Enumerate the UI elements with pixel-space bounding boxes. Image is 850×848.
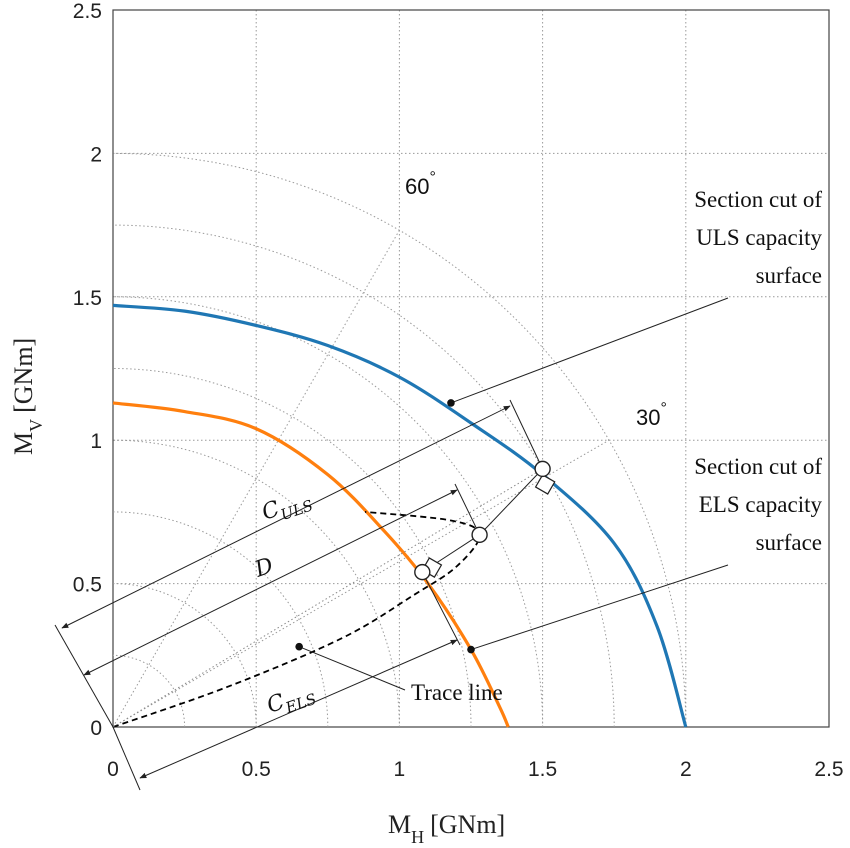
uls-annotation-line-1: Section cut of [694, 187, 822, 212]
y-axis-label-sub: V [26, 419, 46, 432]
angle-label-30: 30° [636, 400, 667, 430]
grid [112, 9, 830, 728]
y-tick-label: 1 [90, 430, 102, 453]
x-tick-label: 1 [394, 758, 406, 781]
angle-label-60: 60° [405, 169, 436, 199]
polar-arc [112, 654, 186, 728]
d-label: D [251, 553, 277, 583]
svg-text:CULS: CULS [259, 486, 315, 530]
series-line-els [112, 401, 510, 728]
open-point [414, 563, 431, 581]
x-tick-label: 2.5 [814, 758, 843, 781]
leader-line-els [470, 564, 729, 651]
y-tick-label: 0.5 [73, 574, 102, 597]
x-axis-label-sub: H [411, 827, 424, 847]
extension-line [112, 726, 141, 791]
y-axis-label: MV[GNm] [9, 338, 46, 455]
filled-point [467, 645, 475, 654]
extension-line [54, 624, 114, 728]
open-point [534, 460, 551, 478]
y-tick-label: 1.5 [73, 287, 102, 310]
c-els-label: CELS [264, 679, 319, 722]
c-uls-label: CULS [259, 486, 315, 530]
y-tick-label: 2 [90, 143, 102, 166]
annotation-group [54, 297, 729, 791]
y-tick-label: 0 [90, 717, 102, 740]
tick-labels: 0 0.5 1 1.5 2 2.5 0 0.5 1 1.5 2 2.5 [73, 0, 844, 781]
polar-arc [112, 296, 544, 728]
x-tick-label: 2 [680, 758, 692, 781]
x-tick-label: 1.5 [528, 758, 557, 781]
x-axis-label: MH [GNm] [388, 810, 505, 847]
els-annotation-line-1: Section cut of [694, 454, 822, 479]
right-angle-marker-uls [534, 474, 556, 495]
y-axis-label-unit: [GNm] [9, 338, 38, 413]
filled-point [447, 399, 455, 407]
y-tick-label: 2.5 [73, 0, 102, 23]
x-axis-label-unit: [GNm] [430, 810, 505, 839]
polar-arc [112, 152, 687, 728]
els-annotation-line-3: surface [756, 530, 822, 555]
svg-text:CELS: CELS [264, 679, 319, 722]
filled-point [295, 642, 303, 651]
polar-arc [112, 368, 472, 728]
extension-line [421, 571, 461, 646]
x-tick-label: 0 [107, 758, 119, 781]
uls-annotation-line-3: surface [756, 263, 822, 288]
series-group [112, 303, 688, 728]
plot-frame [112, 9, 830, 728]
series-line-uls [112, 303, 688, 728]
svg-text:D: D [251, 553, 277, 583]
uls-annotation-line-2: ULS capacity [696, 225, 822, 250]
leader-line-trace [298, 646, 406, 691]
leader-line-uls [450, 297, 729, 404]
polar-arc [112, 224, 615, 728]
connector-line [479, 468, 543, 536]
open-point [471, 526, 488, 544]
uls-annotation: Section cut of ULS capacity surface [694, 187, 822, 288]
dimension-c-els [139, 639, 458, 779]
polar-ray-60 [112, 229, 400, 728]
extension-line [509, 399, 544, 470]
els-annotation-line-2: ELS capacity [699, 492, 823, 517]
right-angle-box [534, 474, 556, 495]
x-tick-label: 0.5 [242, 758, 271, 781]
polar-arc [112, 583, 257, 728]
extension-line [454, 483, 481, 536]
trace-line-label: Trace line [411, 680, 503, 705]
els-annotation: Section cut of ELS capacity surface [694, 454, 822, 555]
